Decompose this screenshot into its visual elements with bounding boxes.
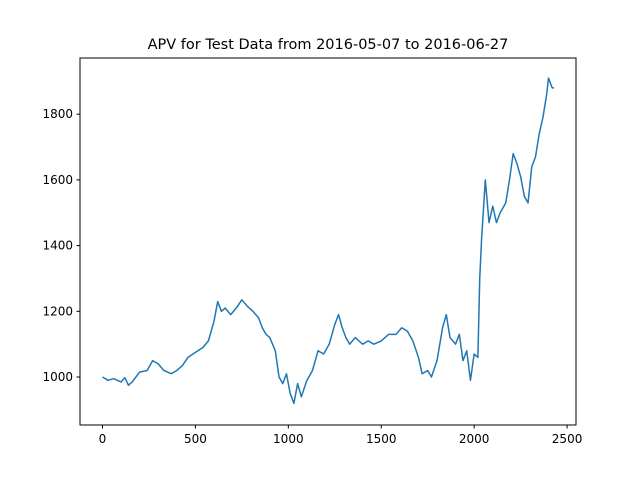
y-tick-label: 1200 <box>42 304 73 318</box>
x-tick-label: 1500 <box>366 432 397 446</box>
x-tick-label: 2500 <box>552 432 583 446</box>
axes-frame <box>79 57 577 426</box>
x-tick-label: 2000 <box>459 432 490 446</box>
plot-area <box>102 77 555 405</box>
x-tick-label: 0 <box>99 432 107 446</box>
x-tick-label: 1000 <box>273 432 304 446</box>
y-tick-label: 1800 <box>42 107 73 121</box>
x-tick-label: 500 <box>184 432 207 446</box>
y-tick-label: 1000 <box>42 370 73 384</box>
data-line <box>102 77 555 405</box>
chart-title: APV for Test Data from 2016-05-07 to 201… <box>148 37 509 53</box>
y-tick-label: 1600 <box>42 173 73 187</box>
y-tick-label: 1400 <box>42 239 73 253</box>
